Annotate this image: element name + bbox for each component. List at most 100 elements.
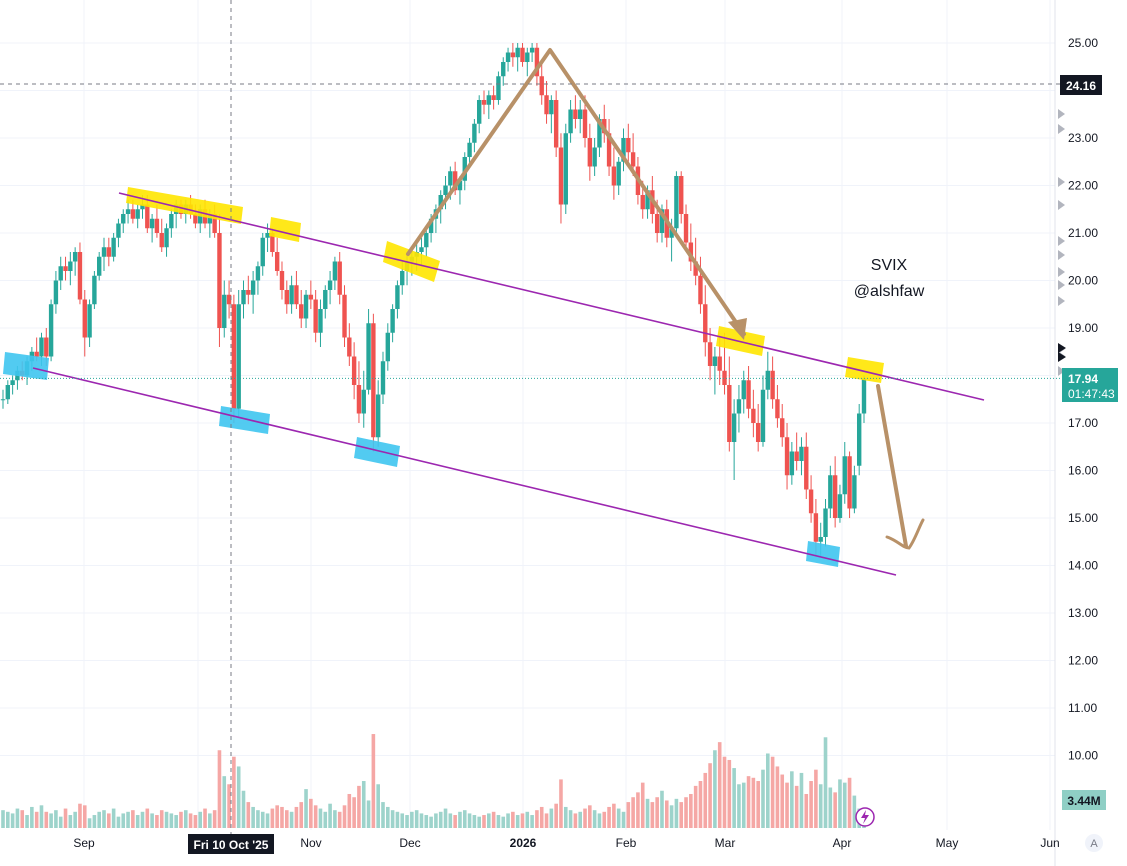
volume-bar [746, 776, 751, 828]
chart-grid [0, 0, 1056, 866]
volume-bar [309, 798, 313, 828]
volume-bar [203, 808, 207, 828]
volume-bar [260, 811, 265, 828]
trend-arrow-path [406, 48, 746, 336]
candle-body [693, 261, 698, 276]
volume-bar [410, 811, 414, 828]
volume-bar [842, 782, 847, 828]
volume-bar [395, 811, 400, 828]
volume-bar [597, 813, 602, 828]
volume-bar [318, 808, 323, 828]
volume-bar [188, 813, 193, 828]
volume-bar [563, 806, 568, 828]
volume-bar [636, 792, 640, 828]
volume-bar [405, 815, 409, 828]
volume-bar [511, 811, 515, 828]
volume-bar [780, 774, 785, 828]
volume-bar [539, 806, 544, 828]
alert-marker-icon [1058, 296, 1065, 306]
candle-body [626, 138, 631, 153]
countdown-tag: 01:47:43 [1068, 387, 1115, 401]
volume-bar [578, 811, 583, 828]
candle-body [241, 290, 246, 305]
volume-bar [25, 815, 29, 828]
volume-bar [833, 792, 837, 828]
volume-bar [660, 790, 664, 828]
candle-body [688, 242, 694, 262]
volume-bar [616, 808, 621, 828]
volume-bar [275, 805, 279, 828]
candle-body [332, 261, 338, 281]
candle-body [121, 214, 126, 224]
time-tick-label: Nov [300, 836, 321, 850]
volume-bar [251, 806, 255, 828]
volume-bar [63, 808, 68, 828]
auto-scale-button[interactable] [1085, 834, 1103, 852]
volume-bar [155, 815, 159, 828]
candle-body [640, 195, 645, 210]
candle-body [592, 147, 597, 167]
volume-bar [241, 790, 246, 828]
price-tick-label: 14.00 [1068, 559, 1098, 573]
volume-bar [664, 800, 669, 828]
volume-bar [390, 810, 395, 828]
volume-bar [525, 811, 530, 828]
crosshair-price-tag: 24.16 [1066, 79, 1096, 93]
volume-bar [299, 802, 304, 828]
candle-body [645, 190, 650, 210]
candle-body [582, 109, 588, 138]
time-tick-label: 2026 [510, 836, 537, 850]
candle-body [544, 95, 549, 115]
candle-body [327, 280, 333, 290]
volume-bar [549, 808, 554, 828]
candle-body [813, 513, 819, 542]
price-tick-label: 12.00 [1068, 654, 1098, 668]
volume-bar [790, 771, 794, 828]
volume-bar [467, 813, 472, 828]
time-tick-label: Feb [616, 836, 637, 850]
candle-body [419, 247, 424, 252]
candle-body [159, 233, 164, 248]
price-tick-label: 15.00 [1068, 511, 1098, 525]
volume-bar [78, 803, 82, 828]
candle-body [505, 52, 511, 62]
candle-body [375, 394, 381, 438]
time-axis[interactable]: Sep Nov Dec 2026 Feb Mar Apr May Jun [73, 836, 1059, 850]
crosshair [0, 0, 1062, 834]
candle-body [717, 356, 722, 371]
volume-bar [621, 811, 626, 828]
volume-bar [183, 810, 188, 828]
last-price-tag-bg [1062, 368, 1118, 402]
candle-body [847, 456, 852, 509]
candle-body [303, 294, 309, 319]
candle-body [621, 138, 626, 162]
price-tick-label: 19.00 [1068, 321, 1098, 335]
volume-bar [347, 793, 352, 828]
volume-bar [655, 797, 659, 828]
price-tick-label: 13.00 [1068, 606, 1098, 620]
candle-body [145, 204, 150, 229]
candle-body [760, 389, 766, 442]
volume-bar [256, 810, 260, 828]
volume-bar [366, 800, 371, 828]
candle-body [679, 176, 684, 214]
volume-bar [361, 781, 366, 828]
volume-bar [419, 813, 424, 828]
volume-bar [458, 811, 462, 828]
candlesticks [0, 43, 867, 556]
candle-body [169, 214, 174, 229]
candle-body [741, 380, 746, 400]
candle-body [558, 147, 564, 205]
alert-marker-icon [1058, 267, 1065, 277]
candle-body [207, 214, 213, 224]
volume-bar [39, 805, 44, 828]
alert-marker-icon [1058, 109, 1065, 119]
volume-bar [573, 813, 578, 828]
volume-bar [631, 797, 635, 828]
volume-bar [222, 776, 227, 828]
candle-body [44, 337, 49, 357]
candle-body [82, 299, 87, 338]
price-tick-label: 22.00 [1068, 179, 1098, 193]
volume-bar [799, 772, 804, 828]
